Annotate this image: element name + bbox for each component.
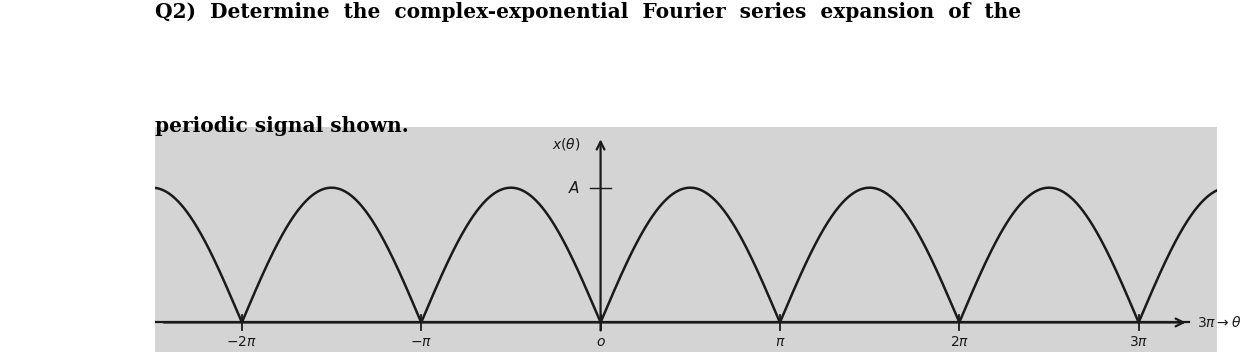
Text: $o$: $o$ [596, 335, 606, 349]
Text: $A$: $A$ [569, 180, 580, 196]
Text: $3\pi \rightarrow \theta$: $3\pi \rightarrow \theta$ [1197, 315, 1242, 330]
Text: $-\pi$: $-\pi$ [410, 335, 432, 349]
Text: periodic signal shown.: periodic signal shown. [155, 116, 409, 136]
Text: $3\pi$: $3\pi$ [1129, 335, 1149, 349]
Text: $x(\theta)$: $x(\theta)$ [551, 136, 580, 152]
Text: $\pi$: $\pi$ [775, 335, 785, 349]
Text: Q2)  Determine  the  complex-exponential  Fourier  series  expansion  of  the: Q2) Determine the complex-exponential Fo… [155, 2, 1021, 22]
Text: $-2\pi$: $-2\pi$ [226, 335, 257, 349]
Text: $2\pi$: $2\pi$ [950, 335, 969, 349]
